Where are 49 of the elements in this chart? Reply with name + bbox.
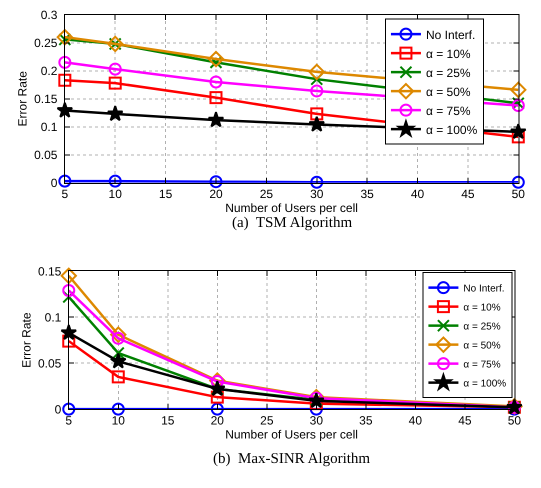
x-tick-label: 25 [260,414,274,428]
x-tick-label: 45 [458,414,472,428]
y-tick-label: 0.1 [44,310,62,324]
legend-label: α = 50% [463,340,501,352]
legend-label: α = 10% [463,302,501,314]
x-tick-label: 45 [461,187,475,202]
x-tick-label: 5 [61,187,68,202]
legend-label: α = 100% [463,378,506,390]
x-axis-title: Number of Users per cell [225,201,358,216]
legend-label: α = 25% [463,322,501,333]
x-axis-title: Number of Users per cell [225,428,358,442]
y-tick-label: 0 [50,176,58,190]
x-tick-label: 40 [410,187,425,202]
text: (a) TSM Algorithm [232,215,352,231]
x-tick-label: 10 [108,187,122,202]
legend-label: No Interf. [426,28,476,42]
legend-label: α = 75% [463,360,501,371]
y-tick-label: 0.25 [34,36,58,50]
y-tick-label: 0.3 [40,8,58,22]
x-tick-label: 30 [310,414,324,428]
x-tick-label: 50 [512,187,526,202]
y-axis-title: Error Rate [15,70,30,126]
x-tick-label: 15 [161,414,175,428]
y-axis-title: Error Rate [19,312,34,368]
x-tick-label: 15 [158,187,173,202]
y-tick-label: 0.15 [34,92,58,106]
y-tick-label: 0.15 [38,264,62,278]
x-tick-label: 10 [112,414,126,428]
y-tick-label: 0.05 [34,148,58,162]
legend-label: α = 50% [426,84,471,99]
legend-label: α = 75% [426,104,471,118]
y-tick-label: 0.05 [38,356,62,370]
legend-label: α = 10% [426,46,471,61]
x-tick-label: 20 [209,187,223,202]
y-tick-label: 0.2 [40,64,58,78]
x-tick-label: 5 [65,414,72,428]
x-tick-label: 25 [260,187,274,202]
x-tick-label: 20 [210,414,224,428]
x-tick-label: 35 [359,414,373,428]
x-tick-label: 40 [408,414,422,428]
y-tick-label: 0 [54,402,62,416]
x-tick-label: 35 [360,187,374,202]
x-tick-label: 30 [310,187,324,202]
legend-label: α = 100% [426,122,478,137]
text: (b) Max-SINR Algorithm [213,451,370,467]
x-tick-label: 50 [508,414,522,428]
y-tick-label: 0.1 [40,120,58,134]
legend-label: No Interf. [463,284,505,295]
legend-label: α = 25% [426,66,471,80]
